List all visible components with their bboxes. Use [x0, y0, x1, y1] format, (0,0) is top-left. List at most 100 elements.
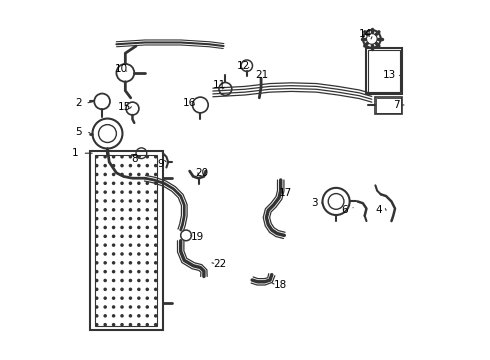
Circle shape	[113, 315, 115, 317]
Circle shape	[104, 315, 106, 317]
Circle shape	[155, 306, 157, 308]
Text: 13: 13	[383, 69, 396, 80]
Circle shape	[121, 200, 123, 202]
Circle shape	[146, 279, 148, 282]
Text: 22: 22	[213, 259, 226, 269]
Circle shape	[96, 297, 98, 299]
Circle shape	[155, 271, 157, 273]
Circle shape	[121, 297, 123, 299]
Circle shape	[155, 244, 157, 246]
Text: 16: 16	[183, 98, 196, 108]
Circle shape	[155, 156, 157, 158]
Text: 2: 2	[75, 98, 81, 108]
Circle shape	[146, 182, 148, 184]
Circle shape	[138, 324, 140, 326]
Text: 7: 7	[393, 100, 400, 110]
Circle shape	[138, 262, 140, 264]
Circle shape	[138, 297, 140, 299]
Circle shape	[113, 191, 115, 193]
Circle shape	[138, 288, 140, 291]
Circle shape	[113, 279, 115, 282]
Text: 3: 3	[311, 198, 318, 208]
Text: 5: 5	[75, 127, 82, 137]
Circle shape	[146, 262, 148, 264]
Circle shape	[129, 306, 131, 308]
Circle shape	[129, 262, 131, 264]
Circle shape	[104, 297, 106, 299]
Circle shape	[155, 174, 157, 176]
Circle shape	[96, 244, 98, 246]
Circle shape	[121, 156, 123, 158]
Circle shape	[121, 315, 123, 317]
Circle shape	[121, 271, 123, 273]
Circle shape	[155, 253, 157, 255]
Circle shape	[155, 297, 157, 299]
Text: 6: 6	[342, 205, 348, 215]
Bar	[367, 48, 402, 94]
Circle shape	[121, 174, 123, 176]
Circle shape	[113, 262, 115, 264]
Circle shape	[129, 271, 131, 273]
Circle shape	[146, 253, 148, 255]
Circle shape	[121, 279, 123, 282]
Circle shape	[146, 156, 148, 158]
Circle shape	[138, 217, 140, 220]
Circle shape	[104, 279, 106, 282]
Circle shape	[104, 324, 106, 326]
Bar	[375, 97, 402, 114]
Circle shape	[104, 253, 106, 255]
Circle shape	[146, 244, 148, 246]
Circle shape	[113, 156, 115, 158]
Circle shape	[96, 271, 98, 273]
Circle shape	[121, 262, 123, 264]
Text: 14: 14	[359, 29, 372, 39]
Circle shape	[113, 244, 115, 246]
Circle shape	[129, 244, 131, 246]
Circle shape	[121, 182, 123, 184]
Circle shape	[121, 191, 123, 193]
Circle shape	[96, 182, 98, 184]
Circle shape	[129, 279, 131, 282]
Circle shape	[146, 200, 148, 202]
Circle shape	[138, 200, 140, 202]
Circle shape	[138, 165, 140, 167]
Text: 12: 12	[237, 61, 250, 71]
Circle shape	[138, 182, 140, 184]
Circle shape	[129, 156, 131, 158]
Circle shape	[129, 288, 131, 291]
Circle shape	[113, 253, 115, 255]
Circle shape	[129, 174, 131, 176]
Circle shape	[129, 217, 131, 220]
Circle shape	[146, 174, 148, 176]
Circle shape	[138, 235, 140, 237]
Circle shape	[129, 200, 131, 202]
Circle shape	[104, 217, 106, 220]
Circle shape	[138, 156, 140, 158]
Circle shape	[96, 306, 98, 308]
Circle shape	[113, 209, 115, 211]
Circle shape	[138, 226, 140, 229]
Circle shape	[146, 315, 148, 317]
Circle shape	[113, 235, 115, 237]
Circle shape	[96, 315, 98, 317]
Circle shape	[96, 209, 98, 211]
Circle shape	[146, 288, 148, 291]
Circle shape	[155, 235, 157, 237]
Circle shape	[138, 253, 140, 255]
Text: 15: 15	[118, 102, 131, 112]
Circle shape	[104, 165, 106, 167]
Circle shape	[113, 306, 115, 308]
Circle shape	[129, 209, 131, 211]
Circle shape	[138, 244, 140, 246]
Circle shape	[96, 262, 98, 264]
Circle shape	[155, 191, 157, 193]
Bar	[376, 98, 401, 113]
Circle shape	[104, 226, 106, 229]
Circle shape	[129, 235, 131, 237]
Circle shape	[113, 182, 115, 184]
Circle shape	[155, 209, 157, 211]
Circle shape	[96, 165, 98, 167]
Circle shape	[96, 217, 98, 220]
Circle shape	[121, 226, 123, 229]
Circle shape	[146, 226, 148, 229]
